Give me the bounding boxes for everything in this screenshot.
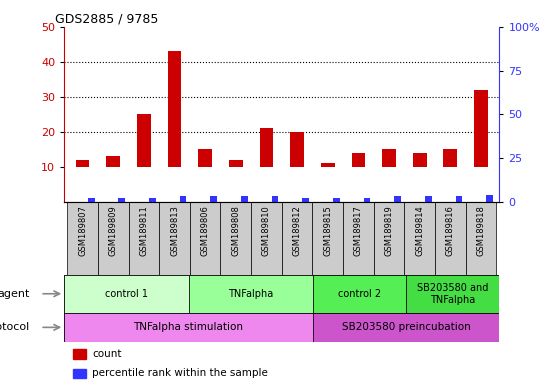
Bar <box>167 51 181 167</box>
Text: GSM189813: GSM189813 <box>170 205 179 256</box>
Bar <box>413 153 427 167</box>
Bar <box>364 198 371 202</box>
Text: SB203580 preincubation: SB203580 preincubation <box>341 322 470 333</box>
Bar <box>406 275 499 313</box>
Text: GDS2885 / 9785: GDS2885 / 9785 <box>55 13 159 26</box>
Text: count: count <box>92 349 122 359</box>
Bar <box>352 153 365 167</box>
Bar <box>282 202 312 275</box>
Bar <box>73 369 86 378</box>
Text: TNFalpha stimulation: TNFalpha stimulation <box>133 322 243 333</box>
Bar <box>220 202 251 275</box>
Text: agent: agent <box>0 289 30 299</box>
Bar <box>321 163 335 167</box>
Bar <box>88 198 94 202</box>
Bar <box>251 202 282 275</box>
Text: SB203580 and
TNFalpha: SB203580 and TNFalpha <box>417 283 488 305</box>
Text: GSM189818: GSM189818 <box>477 205 485 256</box>
Bar <box>190 202 220 275</box>
Bar <box>455 196 463 202</box>
Bar <box>159 202 190 275</box>
Bar <box>382 149 396 167</box>
Text: control 1: control 1 <box>105 289 148 299</box>
Text: GSM189812: GSM189812 <box>292 205 302 256</box>
Bar <box>486 195 493 202</box>
Bar <box>149 198 156 202</box>
Bar <box>290 132 304 167</box>
Bar <box>67 202 98 275</box>
Text: TNFalpha: TNFalpha <box>228 289 273 299</box>
Bar <box>333 198 340 202</box>
Bar <box>435 202 466 275</box>
Text: GSM189817: GSM189817 <box>354 205 363 256</box>
Text: protocol: protocol <box>0 322 30 333</box>
Bar <box>313 275 406 313</box>
Bar <box>137 114 151 167</box>
Bar <box>210 196 217 202</box>
Text: GSM189807: GSM189807 <box>78 205 87 256</box>
Bar <box>189 275 313 313</box>
Bar <box>313 313 499 342</box>
Bar <box>128 202 159 275</box>
Text: GSM189809: GSM189809 <box>109 205 118 256</box>
Bar <box>198 149 212 167</box>
Bar <box>73 349 86 359</box>
Bar <box>405 202 435 275</box>
Bar <box>395 196 401 202</box>
Bar <box>474 90 488 167</box>
Bar <box>98 202 128 275</box>
Bar <box>312 202 343 275</box>
Bar <box>425 196 432 202</box>
Bar <box>343 202 374 275</box>
Text: GSM189810: GSM189810 <box>262 205 271 256</box>
Bar <box>272 196 278 202</box>
Bar <box>76 160 89 167</box>
Text: GSM189808: GSM189808 <box>232 205 240 256</box>
Bar <box>118 198 125 202</box>
Bar <box>259 128 273 167</box>
Text: GSM189806: GSM189806 <box>201 205 210 256</box>
Text: GSM189816: GSM189816 <box>446 205 455 256</box>
Bar <box>180 196 186 202</box>
Text: GSM189811: GSM189811 <box>140 205 148 256</box>
Bar <box>241 196 248 202</box>
Bar <box>64 275 189 313</box>
Bar <box>466 202 497 275</box>
Bar <box>374 202 405 275</box>
Bar <box>302 198 309 202</box>
Text: GSM189819: GSM189819 <box>384 205 393 256</box>
Text: GSM189815: GSM189815 <box>323 205 332 256</box>
Bar <box>107 156 120 167</box>
Bar <box>444 149 457 167</box>
Text: percentile rank within the sample: percentile rank within the sample <box>92 368 268 379</box>
Text: GSM189814: GSM189814 <box>415 205 424 256</box>
Text: control 2: control 2 <box>338 289 381 299</box>
Bar <box>64 313 313 342</box>
Bar <box>229 160 243 167</box>
